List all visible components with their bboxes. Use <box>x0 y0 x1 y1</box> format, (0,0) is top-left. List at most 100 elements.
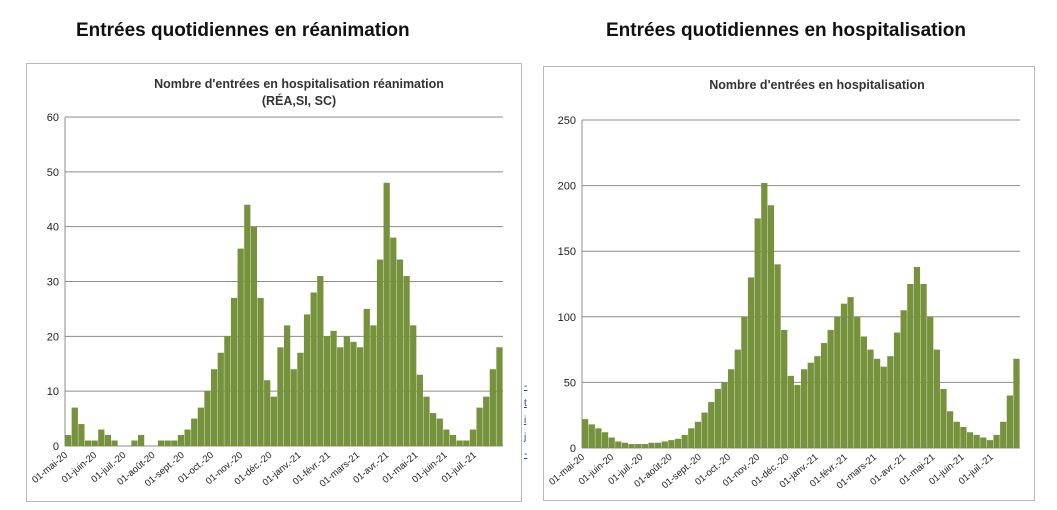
bar <box>303 314 311 446</box>
bar <box>257 297 264 446</box>
bar <box>177 435 185 446</box>
bar <box>396 259 404 446</box>
bar <box>933 349 940 448</box>
bar <box>330 330 337 446</box>
bar <box>960 427 967 448</box>
bar <box>840 303 848 448</box>
bar-series <box>65 182 503 447</box>
bar <box>463 440 470 446</box>
bar <box>376 259 384 446</box>
bar <box>65 435 72 446</box>
bar <box>390 237 397 446</box>
bar <box>781 329 788 448</box>
bar <box>111 440 118 446</box>
y-tick-label: 100 <box>558 312 576 324</box>
bar <box>217 352 224 446</box>
bar <box>131 440 138 446</box>
bar <box>608 437 615 448</box>
bar <box>403 276 410 446</box>
bar <box>880 366 887 448</box>
bar <box>913 266 921 448</box>
hospital-admissions-chart: Nombre d'entrées en hospitalisation 0 50 1… <box>547 78 1020 492</box>
bar <box>973 434 980 448</box>
left-heading: Entrées quotidiennes en réanimation <box>76 20 410 41</box>
bar <box>224 336 231 446</box>
bar <box>714 388 721 448</box>
bar <box>496 347 503 446</box>
bar <box>601 432 609 448</box>
bar <box>416 374 423 446</box>
bar <box>350 341 357 446</box>
bar <box>834 316 841 448</box>
y-tick-label: 40 <box>47 222 59 234</box>
bar <box>270 396 277 446</box>
bar <box>204 391 211 446</box>
bar <box>847 297 854 448</box>
strip-char: - <box>524 449 528 460</box>
bar <box>920 284 927 448</box>
bar <box>628 444 635 448</box>
bar <box>993 434 1000 448</box>
bar <box>867 349 874 448</box>
bar <box>814 356 821 448</box>
bar <box>323 336 331 446</box>
hospital-admissions-chart-panel: Nombre d'entrées en hospitalisation 0 50 1… <box>543 66 1035 501</box>
bar <box>595 428 602 448</box>
chart-subtitle: (RÉA,SI, SC) <box>262 93 336 108</box>
bar <box>78 424 85 446</box>
y-tick-label: 0 <box>570 443 576 455</box>
bar <box>635 444 642 448</box>
bar <box>84 440 92 446</box>
bar <box>310 292 317 446</box>
bar <box>184 429 191 446</box>
bar <box>489 369 496 446</box>
bar <box>774 264 781 448</box>
bar <box>940 388 947 448</box>
bar <box>854 316 861 448</box>
bar <box>91 440 98 446</box>
y-tick-label: 30 <box>47 277 59 289</box>
bar <box>456 440 463 446</box>
bar <box>674 438 682 448</box>
strip-char: i <box>524 415 527 426</box>
bar <box>211 369 218 446</box>
bar <box>728 369 735 448</box>
bar <box>986 440 994 448</box>
bar <box>284 325 291 446</box>
bar <box>681 434 688 448</box>
bar <box>104 435 112 446</box>
bar <box>721 382 728 448</box>
bar <box>860 336 867 448</box>
bar <box>801 369 808 448</box>
bar <box>363 308 370 446</box>
bar <box>164 440 171 446</box>
icu-admissions-chart: Nombre d'entrées en hospitalisation réan… <box>30 77 503 490</box>
bar <box>588 424 595 448</box>
bar <box>1006 395 1013 448</box>
bar <box>615 441 622 448</box>
bar <box>807 362 814 448</box>
bar <box>621 442 629 448</box>
bar <box>827 329 834 448</box>
bar <box>1013 358 1020 448</box>
chart-title: Nombre d'entrées en hospitalisation <box>709 78 925 92</box>
bar <box>250 226 258 446</box>
bar <box>761 182 768 448</box>
chart-title: Nombre d'entrées en hospitalisation réan… <box>154 77 444 91</box>
bar <box>794 385 801 448</box>
bar <box>191 418 198 446</box>
y-tick-label: 0 <box>53 441 59 453</box>
bar <box>197 407 204 446</box>
bar <box>483 396 490 446</box>
bar <box>423 396 430 446</box>
y-tick-label: 150 <box>558 246 576 258</box>
bar <box>1000 421 1007 448</box>
bar <box>734 349 741 448</box>
bar <box>171 440 178 446</box>
bar <box>927 316 934 448</box>
bar <box>820 343 828 448</box>
strip-char: t <box>524 398 527 409</box>
bar <box>317 276 324 446</box>
bar <box>449 435 457 446</box>
bar <box>469 429 477 446</box>
